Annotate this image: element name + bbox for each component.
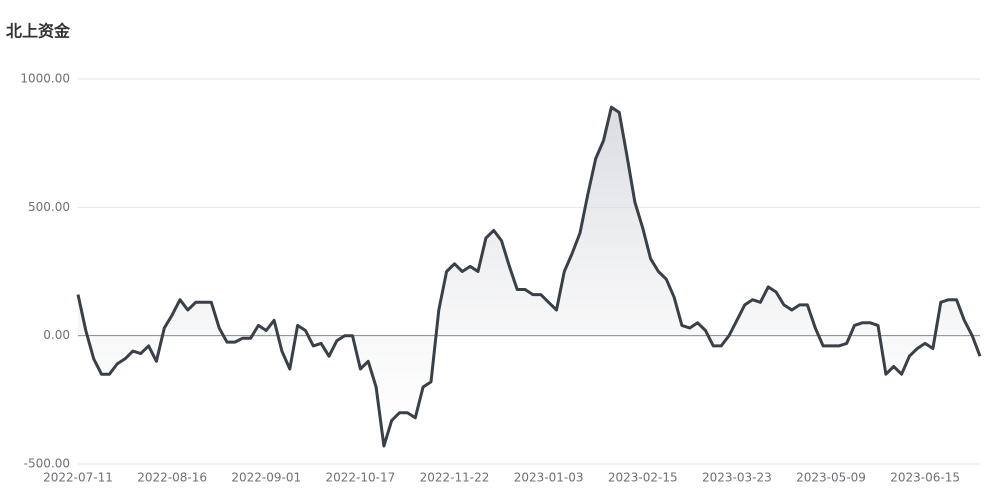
area xyxy=(78,107,980,446)
y-tick-label: -500.00 xyxy=(24,457,70,471)
x-tick-label: 2023-01-03 xyxy=(514,471,584,485)
y-tick-label: 500.00 xyxy=(28,200,70,214)
x-tick-label: 2022-11-22 xyxy=(420,471,490,485)
chart-title: 北上资金 xyxy=(6,22,71,41)
x-tick-label: 2023-02-15 xyxy=(608,471,678,485)
x-tick-label: 2023-05-09 xyxy=(796,471,866,485)
x-tick-label: 2023-03-23 xyxy=(702,471,772,485)
x-tick-label: 2022-09-01 xyxy=(231,471,301,485)
x-tick-label: 2023-06-15 xyxy=(890,471,960,485)
y-tick-label: 1000.00 xyxy=(20,72,70,86)
line xyxy=(76,105,982,448)
x-tick-label: 2022-10-17 xyxy=(325,471,395,485)
x-tick-label: 2022-07-11 xyxy=(43,471,113,485)
x-tick-label: 2022-08-16 xyxy=(137,471,207,485)
y-tick-label: 0.00 xyxy=(43,328,70,342)
